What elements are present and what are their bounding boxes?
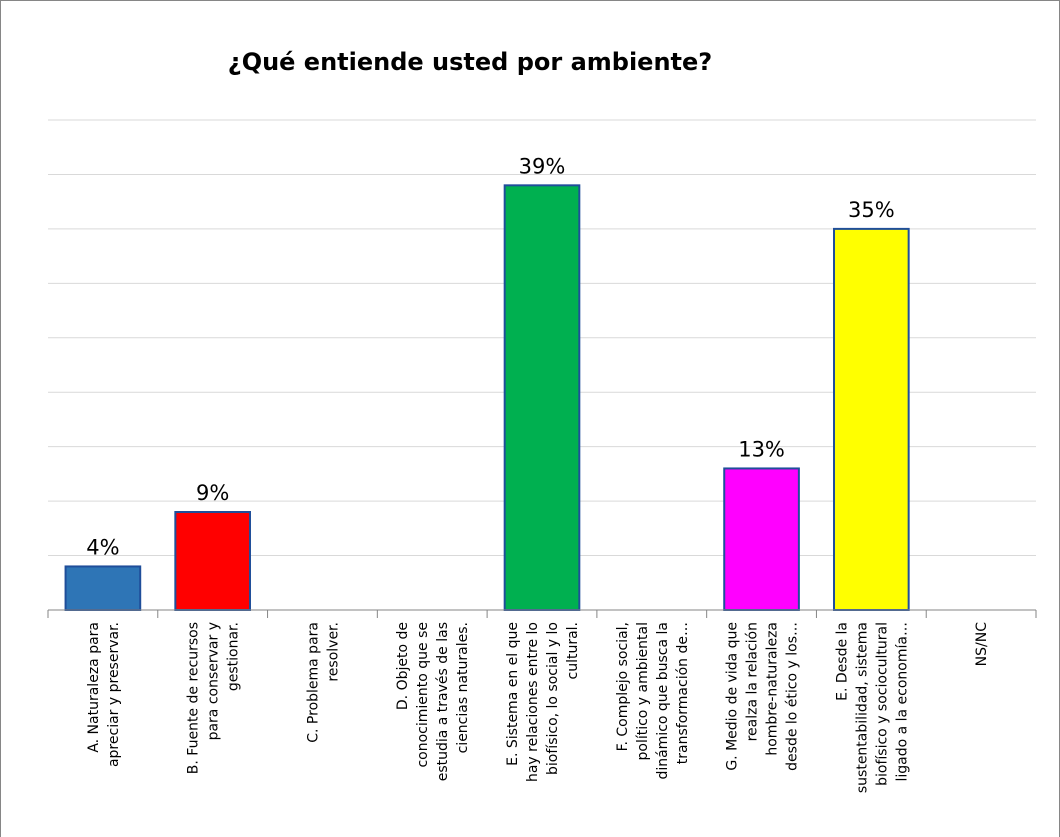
x-tick-label-line: apreciar y preservar. — [106, 622, 122, 767]
x-tick-label-line: G. Medio de vida que — [725, 622, 741, 771]
data-label: 13% — [738, 437, 785, 461]
x-tick-label-line: NS/NC — [974, 622, 990, 667]
x-tick-label: G. Medio de vida que realza la relación ho… — [725, 622, 801, 771]
data-label: 4% — [86, 535, 119, 559]
x-tick-label: A. Naturaleza para apreciar y preservar. — [86, 622, 122, 767]
x-tick-label-line: resolver. — [325, 622, 341, 682]
x-tick-label: NS/NC — [974, 622, 990, 667]
x-tick-label: F. Complejo social, político y ambiental d… — [615, 622, 691, 780]
data-label: 39% — [519, 154, 566, 178]
x-tick-label-line: desde lo ético y los… — [785, 622, 801, 771]
x-tick-label-line: hombre-naturaleza — [765, 622, 781, 756]
x-tick-label-line: transformación de… — [675, 622, 691, 764]
x-tick-label-line: hay relaciones entre lo — [525, 622, 541, 782]
x-tick-label-line: A. Naturaleza para — [86, 622, 102, 753]
data-labels: 4% 9% 39% 13% 35% — [86, 154, 894, 559]
x-tick-label-line: estudia a través de las — [435, 622, 451, 781]
x-tick-label-line: ligado a la economía… — [894, 622, 910, 782]
x-tick-label-line: E. Sistema en el que — [505, 622, 521, 766]
x-tick-label-line: B. Fuente de recursos — [186, 622, 202, 774]
x-tick-label-line: cultural. — [565, 622, 581, 680]
x-tick-label-line: sustentabilidad, sistema — [854, 622, 870, 793]
x-tick-label: D. Objeto de conocimiento que se estudia a… — [395, 622, 471, 781]
x-tick-label: C. Problema para resolver. — [305, 622, 341, 743]
data-label: 35% — [848, 198, 895, 222]
x-tick-label-line: biofísico, lo social y lo — [545, 622, 561, 775]
x-tick-label-line: E. Desde la — [834, 622, 850, 701]
x-tick-label-line: biofísico y sociocultural — [874, 622, 890, 786]
x-tick-labels: A. Naturaleza para apreciar y preservar. B… — [86, 622, 990, 793]
bar — [174, 511, 251, 611]
bar — [723, 467, 800, 612]
bars — [64, 184, 910, 612]
x-tick-label: E. Desde la sustentabilidad, sistema biofí… — [834, 622, 910, 793]
x-tick-label-line: F. Complejo social, — [615, 622, 631, 751]
bar — [503, 184, 581, 611]
x-axis — [47, 609, 1037, 618]
x-tick-label-line: C. Problema para — [305, 622, 321, 743]
x-tick-label-line: conocimiento que se — [415, 622, 431, 768]
x-tick-label: B. Fuente de recursos para conservar y ges… — [186, 622, 242, 774]
x-tick-label-line: político y ambiental — [635, 622, 651, 761]
x-tick-label: E. Sistema en el que hay relaciones entre… — [505, 622, 581, 782]
x-tick-label-line: ciencias naturales. — [455, 622, 471, 753]
data-label: 9% — [196, 481, 229, 505]
x-tick-label-line: D. Objeto de — [395, 622, 411, 710]
bar — [833, 227, 910, 611]
x-tick-label-line: gestionar. — [226, 622, 242, 691]
x-tick-label-line: realza la relación — [745, 622, 761, 741]
x-tick-label-line: dinámico que busca la — [655, 622, 671, 780]
bar — [64, 565, 142, 612]
x-tick-label-line: para conservar y — [206, 622, 222, 740]
chart-title: ¿Qué entiende usted por ambiente? — [228, 48, 712, 76]
